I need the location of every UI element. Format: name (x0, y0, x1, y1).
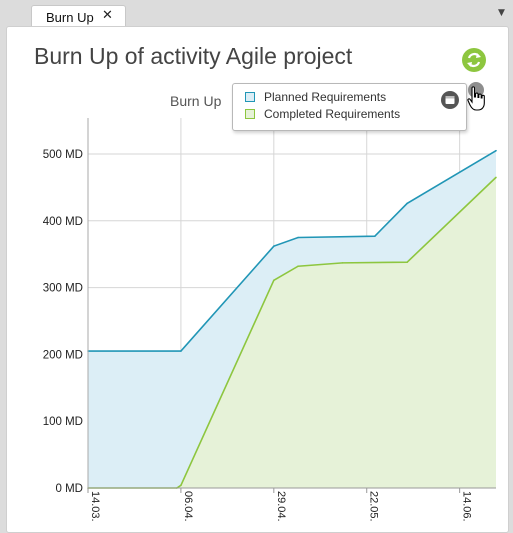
legend-label-completed: Completed Requirements (264, 107, 401, 121)
y-tick-label: 400 MD (43, 216, 83, 228)
x-tick-label: 06.04. (182, 491, 194, 522)
x-tick-label: 14.03. (89, 491, 101, 522)
chart-axes: 0 MD 100 MD 200 MD 300 MD 400 MD 500 MD 14.03.… (43, 118, 496, 522)
data-point-completed (341, 262, 344, 264)
chart-title: Burn Up (170, 93, 222, 109)
tab-label: Burn Up (46, 10, 94, 25)
legend-swatch-completed (245, 109, 255, 119)
page-title: Burn Up of activity Agile project (34, 43, 353, 69)
data-point-completed (180, 484, 182, 487)
x-tick-label: 22.05. (368, 491, 380, 522)
y-tick-label: 200 MD (43, 349, 83, 361)
data-point-planned (180, 350, 182, 352)
data-point-planned (374, 235, 376, 237)
legend-toggle-icon[interactable] (441, 91, 459, 109)
data-point-completed (297, 265, 299, 268)
tab-bar: Burn Up ✕ ▼ (0, 0, 513, 27)
area-completed (88, 177, 496, 488)
data-point-completed (406, 261, 408, 264)
x-tick-label: 14.06. (461, 491, 473, 522)
y-tick-label: 100 MD (43, 416, 83, 428)
legend-label-planned: Planned Requirements (264, 90, 387, 104)
y-tick-label: 500 MD (43, 149, 83, 161)
data-point-planned (297, 236, 299, 239)
data-point-planned (273, 245, 275, 247)
data-point-completed (273, 279, 275, 282)
chart-legend: Planned Requirements Completed Requireme… (232, 83, 467, 131)
legend-swatch-planned (245, 92, 255, 102)
dropdown-arrow-icon[interactable]: ▼ (498, 8, 505, 18)
y-tick-label: 300 MD (43, 283, 83, 295)
hand-cursor-icon (467, 86, 485, 111)
data-point-planned (406, 202, 408, 205)
tab-burn-up[interactable]: Burn Up ✕ (31, 5, 126, 27)
x-tick-label: 29.04. (275, 491, 287, 522)
refresh-icon[interactable] (462, 48, 486, 72)
y-tick-label: 0 MD (56, 483, 83, 495)
close-icon[interactable]: ✕ (102, 8, 113, 23)
data-point-planned (495, 149, 497, 152)
data-point-completed (495, 176, 497, 179)
chart-areas (88, 150, 496, 488)
